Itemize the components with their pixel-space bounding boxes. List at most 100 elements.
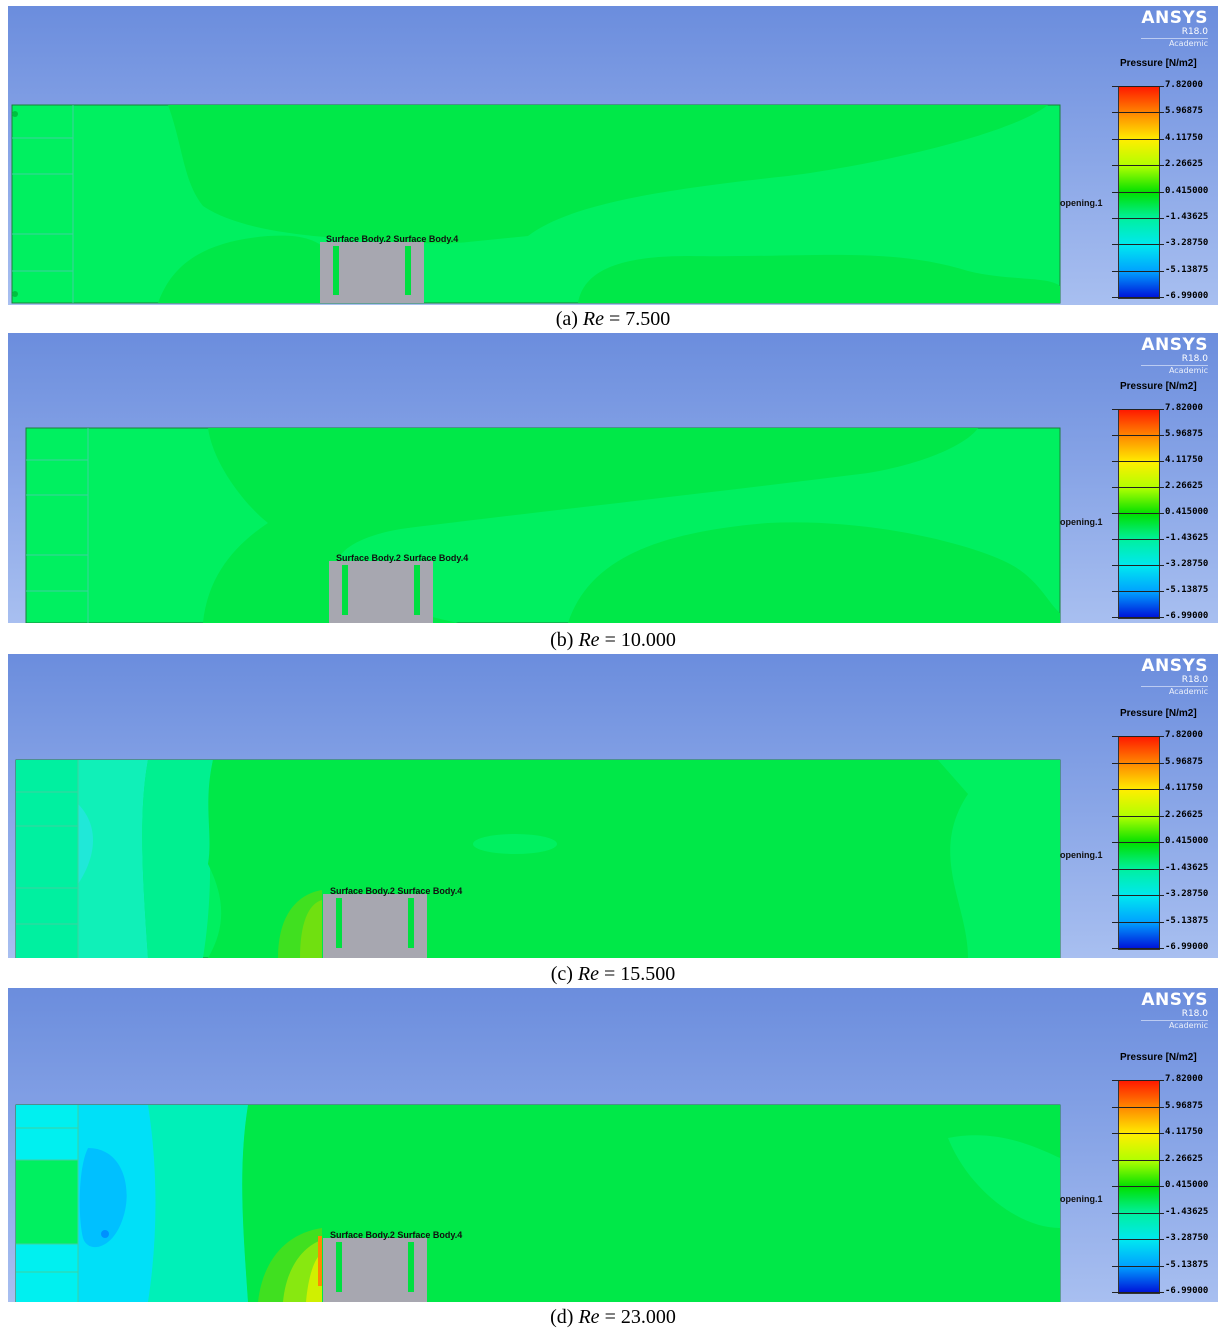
legend-tick: [1112, 736, 1164, 737]
legend-tick-label: -1.43625: [1165, 862, 1209, 873]
legend-tick: [1112, 487, 1164, 488]
surface-body-label: Surface Body.2 Surface Body.4: [326, 234, 459, 244]
pressure-contour-a: [11, 104, 1061, 304]
legend-tick: [1112, 1212, 1164, 1214]
pressure-contour-b: [25, 427, 1061, 623]
legend-tick: [1112, 409, 1164, 410]
legend-tick: [1112, 112, 1164, 114]
legend-tick-label: 7.82000: [1165, 1074, 1203, 1084]
colorbar: [1118, 736, 1160, 950]
brand-version: R18.0: [1181, 354, 1208, 364]
legend-tick: [1112, 297, 1164, 298]
brand-name: ANSYS: [1141, 8, 1208, 28]
brand-name: ANSYS: [1141, 335, 1208, 355]
legend-tick-label: -3.28750: [1165, 1233, 1209, 1243]
brand-name: ANSYS: [1141, 990, 1208, 1010]
legend-tick-label: 0.415000: [1165, 836, 1209, 846]
caption-variable: Re: [578, 629, 600, 651]
caption-variable: Re: [578, 1306, 600, 1328]
legend-tick-label: -1.43625: [1165, 533, 1209, 543]
brand-edition: Academic: [1141, 38, 1208, 48]
legend-tick-label: -6.99000: [1165, 291, 1209, 301]
legend-tick: [1112, 842, 1164, 843]
legend-tick-label: -3.28750: [1165, 889, 1209, 899]
legend-tick: [1112, 815, 1164, 817]
caption-value: = 15.500: [604, 963, 676, 985]
legend-tick: [1112, 539, 1164, 540]
opening-label: opening.1: [1060, 198, 1103, 208]
legend-tick-label: 5.96875: [1165, 756, 1203, 767]
legend-tick: [1112, 165, 1164, 167]
caption-value: = 7.500: [609, 308, 671, 330]
legend-tick-label: -5.13875: [1165, 1259, 1209, 1270]
caption-prefix: (c): [550, 963, 573, 985]
legend-tick-label: -3.28750: [1165, 559, 1209, 569]
brand-version: R18.0: [1181, 27, 1208, 37]
legend-tick: [1112, 762, 1164, 764]
legend-tick-label: -5.13875: [1165, 585, 1209, 595]
legend-title: Pressure [N/m2]: [1120, 1052, 1197, 1063]
legend-tick-label: 5.96875: [1165, 1100, 1203, 1111]
legend-tick-label: 2.26625: [1165, 159, 1203, 170]
contour-panel-c: ANSYS R18.0 Academic Pressure [N/m2] ope…: [8, 654, 1218, 958]
caption-prefix: (b): [550, 629, 574, 651]
legend-tick: [1112, 244, 1164, 246]
legend-tick-label: -3.28750: [1165, 238, 1209, 249]
legend-tick-label: 7.82000: [1165, 403, 1203, 413]
legend-tick: [1112, 868, 1164, 870]
legend-tick: [1112, 921, 1164, 923]
legend-tick-label: -1.43625: [1165, 1206, 1209, 1217]
legend-tick-label: 7.82000: [1165, 80, 1203, 90]
legend-tick: [1112, 1159, 1164, 1161]
surface-body-label: Surface Body.2 Surface Body.4: [330, 886, 463, 896]
opening-label: opening.1: [1060, 517, 1103, 527]
contour-panel-a: ANSYS R18.0 Academic Pressure [N/m2] ope…: [8, 6, 1218, 305]
caption-value: = 23.000: [604, 1306, 676, 1328]
legend-tick: [1112, 1106, 1164, 1108]
legend-tick-label: 2.26625: [1165, 481, 1203, 491]
legend-tick-label: -6.99000: [1165, 942, 1209, 952]
pressure-contour-c: [15, 759, 1061, 958]
legend-tick-label: -1.43625: [1165, 211, 1209, 222]
legend-tick-label: 0.415000: [1165, 507, 1209, 517]
legend-tick-label: 2.26625: [1165, 809, 1203, 820]
caption-variable: Re: [582, 308, 604, 330]
legend-tick: [1112, 270, 1164, 272]
legend-tick: [1112, 138, 1164, 140]
legend-title: Pressure [N/m2]: [1120, 381, 1197, 392]
legend-tick: [1112, 591, 1164, 592]
brand-edition: Academic: [1141, 686, 1208, 696]
legend-tick-label: 2.26625: [1165, 1153, 1203, 1164]
legend-tick: [1112, 1133, 1164, 1134]
legend-tick: [1112, 565, 1164, 566]
legend-tick-label: 0.415000: [1165, 1180, 1209, 1190]
legend-tick: [1112, 513, 1164, 514]
caption-a: (a) Re = 7.500: [0, 307, 1226, 331]
legend-tick: [1112, 1080, 1164, 1081]
legend-tick-label: -5.13875: [1165, 915, 1209, 926]
caption-variable: Re: [577, 963, 599, 985]
caption-prefix: (d): [550, 1306, 574, 1328]
brand-edition: Academic: [1141, 365, 1208, 375]
legend-tick-label: -5.13875: [1165, 264, 1209, 275]
opening-label: opening.1: [1060, 1194, 1103, 1204]
legend-title: Pressure [N/m2]: [1120, 58, 1197, 69]
legend-tick: [1112, 86, 1164, 87]
legend-tick-label: 4.11750: [1165, 783, 1203, 793]
legend-tick-label: -6.99000: [1165, 1286, 1209, 1296]
brand-edition: Academic: [1141, 1020, 1208, 1030]
legend-tick: [1112, 1186, 1164, 1187]
colorbar: [1118, 86, 1160, 299]
brand-name: ANSYS: [1141, 656, 1208, 676]
pressure-contour-d: [15, 1104, 1061, 1302]
legend-tick: [1112, 1239, 1164, 1240]
contour-panel-d: ANSYS R18.0 Academic Pressure [N/m2] ope…: [8, 988, 1218, 1302]
ansys-logo: ANSYS R18.0 Academic: [1141, 337, 1208, 375]
brand-version: R18.0: [1181, 1009, 1208, 1019]
brand-version: R18.0: [1181, 675, 1208, 685]
colorbar: [1118, 409, 1160, 619]
legend-tick-label: -6.99000: [1165, 611, 1209, 621]
legend-title: Pressure [N/m2]: [1120, 708, 1197, 719]
opening-label: opening.1: [1060, 850, 1103, 860]
legend-tick: [1112, 948, 1164, 949]
